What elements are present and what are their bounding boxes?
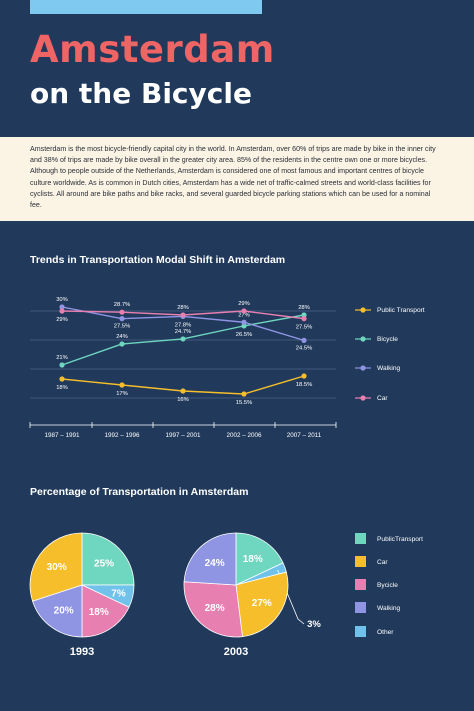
pie-legend-swatch-0 (355, 533, 366, 544)
data-point-2-4 (301, 337, 307, 343)
pie-legend-swatch-4 (355, 626, 366, 637)
data-label-0-0: 18% (56, 385, 68, 391)
pie-legend-swatch-1 (355, 556, 366, 567)
data-label-1-3: 26.5% (236, 332, 252, 338)
legend-label-0: Public Transport (377, 307, 425, 314)
data-label-2-0: 30% (56, 297, 68, 303)
data-label-0-3: 15.5% (236, 400, 252, 406)
pie-2003-label-2: 27% (252, 598, 272, 609)
data-point-0-2 (180, 388, 186, 394)
data-point-3-0 (59, 308, 65, 314)
pie-1993-label-1: 7% (111, 589, 126, 600)
data-label-1-1: 24% (116, 334, 128, 340)
pie-legend-swatch-3 (355, 602, 366, 613)
pie-legend-label-0: PublicTransport (377, 536, 423, 543)
pie-2003-slice-public-transport (235, 532, 284, 586)
legend-marker-3 (360, 395, 366, 401)
pie-1993-label-4: 30% (47, 562, 67, 573)
x-tick-label-4: 2007 – 2011 (287, 432, 322, 439)
data-label-1-2: 24.7% (175, 329, 191, 335)
pie-legend-label-2: Bycicle (377, 582, 398, 589)
pie-year-label-1993: 1993 (70, 646, 94, 658)
legend-label-3: Car (377, 395, 388, 402)
data-point-1-3 (241, 323, 247, 329)
x-tick-label-0: 1987 – 1991 (44, 432, 80, 439)
x-tick-label-1: 1992 – 1996 (104, 432, 140, 439)
page-subtitle: on the Bicycle (30, 77, 252, 110)
pie-1993-label-2: 18% (89, 607, 109, 618)
pie-legend-label-1: Car (377, 559, 388, 566)
data-point-1-2 (180, 336, 186, 342)
data-label-0-2: 16% (177, 397, 189, 403)
data-label-1-0: 21% (56, 355, 68, 361)
data-label-3-0: 29% (56, 317, 68, 323)
x-tick-label-2: 1997 – 2001 (165, 432, 201, 439)
data-label-2-4: 24.5% (296, 345, 312, 351)
pie-2003-label-1: 3% (307, 619, 321, 630)
data-point-1-1 (119, 341, 125, 347)
pie-1993-slice-car (29, 532, 83, 602)
data-label-0-1: 17% (116, 391, 128, 397)
pie-legend-swatch-2 (355, 579, 366, 590)
pie-2003-label-4: 24% (205, 558, 225, 569)
intro-text: Amsterdam is the most bicycle-friendly c… (30, 145, 436, 210)
legend-label-2: Walking (377, 365, 401, 372)
x-tick-label-3: 2002 – 2006 (226, 432, 262, 439)
pie-1993-slice-walking (32, 584, 83, 638)
top-accent-bar (30, 0, 262, 14)
data-label-3-3: 29% (238, 301, 250, 307)
data-point-2-1 (119, 316, 125, 322)
data-point-2-0 (59, 304, 65, 310)
data-label-1-4: 28% (298, 305, 310, 311)
legend-marker-2 (360, 365, 366, 371)
pie-1993-slice-bicycle (81, 584, 130, 638)
pie-2003-label-3: 28% (205, 603, 225, 614)
pie-2003-slice-car (235, 571, 289, 638)
pie-legend-label-4: Other (377, 629, 394, 636)
legend-marker-1 (360, 336, 366, 342)
data-point-0-1 (119, 382, 125, 388)
data-label-0-4: 18.5% (296, 382, 312, 388)
data-point-3-2 (180, 312, 186, 318)
data-point-3-4 (301, 316, 307, 322)
data-point-0-4 (301, 373, 307, 379)
pie-1993-label-3: 20% (54, 606, 74, 617)
data-point-3-1 (119, 309, 125, 315)
legend-marker-0 (360, 307, 366, 313)
data-label-2-3: 27% (238, 312, 250, 318)
data-label-3-1: 28.7% (114, 302, 130, 308)
data-point-0-0 (59, 376, 65, 382)
pie-2003-label-0: 18% (243, 554, 263, 565)
data-point-1-4 (301, 312, 307, 318)
pie-year-label-2003: 2003 (224, 646, 248, 658)
pie-legend-label-3: Walking (377, 605, 401, 612)
pie-2003-slice-walking (183, 532, 237, 586)
pie-2003-slice-bicycle (183, 581, 243, 638)
data-point-1-0 (59, 362, 65, 368)
data-label-3-2: 28% (177, 305, 189, 311)
data-point-2-3 (241, 319, 247, 325)
data-point-0-3 (241, 391, 247, 397)
page-title: Amsterdam (30, 28, 275, 71)
line-chart-title: Trends in Transportation Modal Shift in … (30, 254, 286, 266)
data-label-2-1: 27.5% (114, 324, 130, 330)
data-point-3-3 (241, 308, 247, 314)
legend-label-1: Bicycle (377, 336, 398, 343)
pie-chart-title: Percentage of Transportation in Amsterda… (30, 486, 249, 498)
intro-panel: Amsterdam is the most bicycle-friendly c… (0, 137, 474, 221)
pie-1993-slice-public-transport (81, 532, 135, 586)
data-label-3-4: 27.5% (296, 325, 312, 331)
pie-1993-label-0: 25% (94, 558, 114, 569)
data-label-2-2: 27.8% (175, 322, 191, 328)
